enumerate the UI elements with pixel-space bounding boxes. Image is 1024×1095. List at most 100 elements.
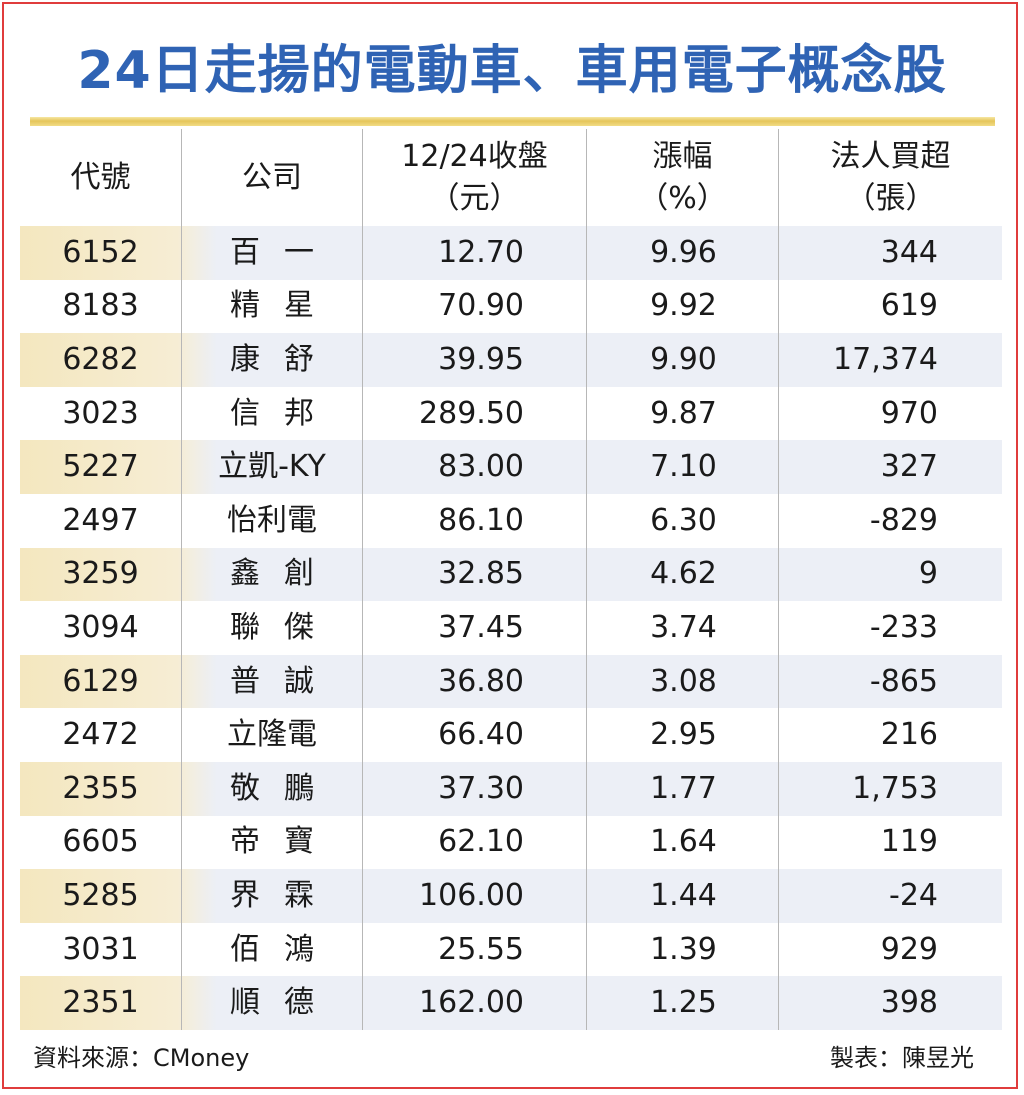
cell-company: 普誠: [182, 654, 363, 709]
cell-close: 70.90: [363, 279, 587, 334]
cell-company: 精星: [182, 279, 363, 334]
cell-close: 36.80: [363, 654, 587, 709]
source-note: 資料來源：CMoney: [33, 1044, 250, 1072]
cell-code: 3259: [20, 547, 182, 602]
cell-change: 7.10: [587, 440, 779, 494]
cell-close: 32.85: [363, 547, 587, 602]
header-close-label: 12/24收盤: [401, 138, 548, 174]
cell-close: 25.55: [363, 922, 587, 977]
cell-company: 鑫創: [182, 547, 363, 602]
header-code: 代號: [20, 129, 182, 226]
cell-code: 5285: [20, 869, 182, 923]
cell-change: 1.39: [587, 922, 779, 977]
table-row: 5227 立凱-KY 83.00 7.10 327: [20, 440, 1002, 494]
cell-close: 289.50: [363, 386, 587, 441]
cell-change: 9.87: [587, 386, 779, 441]
cell-change: 9.96: [587, 226, 779, 280]
cell-change: 9.90: [587, 333, 779, 387]
cell-institutional: 619: [880, 288, 938, 324]
cell-close: 86.10: [363, 493, 587, 548]
cell-close: 37.30: [363, 761, 587, 816]
cell-institutional: -865: [869, 663, 938, 699]
cell-institutional: 216: [880, 717, 938, 753]
cell-institutional: 970: [880, 395, 938, 431]
stock-table: 代號 公司 12/24收盤 （元） 漲幅 （%） 法人買超 （張） 6152 百一…: [20, 129, 1002, 1030]
cell-change: 3.74: [587, 601, 779, 655]
table-row: 2355 敬鵬 37.30 1.77 1,753: [20, 761, 1002, 816]
cell-change: 9.92: [587, 279, 779, 334]
cell-close: 83.00: [363, 440, 587, 494]
header-close: 12/24收盤 （元）: [363, 129, 587, 226]
table-row: 8183 精星 70.90 9.92 619: [20, 279, 1002, 334]
cell-code: 6282: [20, 333, 182, 387]
cell-code: 2497: [20, 493, 182, 548]
cell-institutional: 327: [880, 449, 938, 485]
table-header-row: 代號 公司 12/24收盤 （元） 漲幅 （%） 法人買超 （張）: [20, 129, 1002, 226]
table-row: 3259 鑫創 32.85 4.62 9: [20, 547, 1002, 602]
header-change: 漲幅 （%）: [587, 129, 779, 226]
title-divider: [30, 117, 995, 126]
cell-code: 8183: [20, 279, 182, 334]
cell-institutional: 119: [880, 824, 938, 860]
cell-code: 3023: [20, 386, 182, 441]
cell-company: 順德: [182, 976, 363, 1030]
cell-institutional: -233: [869, 609, 938, 645]
table-row: 3094 聯傑 37.45 3.74 -233: [20, 601, 1002, 655]
cell-change: 1.25: [587, 976, 779, 1030]
cell-close: 12.70: [363, 226, 587, 280]
header-change-label: 漲幅: [652, 138, 713, 174]
cell-company: 聯傑: [182, 601, 363, 655]
cell-institutional: -24: [889, 877, 938, 913]
cell-code: 2472: [20, 708, 182, 762]
table-body: 6152 百一 12.70 9.96 344 8183 精星 70.90 9.92 619 6282…: [20, 226, 1002, 1030]
header-company-label: 公司: [242, 159, 302, 195]
author-note: 製表：陳昱光: [830, 1044, 974, 1072]
cell-close: 62.10: [363, 815, 587, 870]
cell-change: 1.64: [587, 815, 779, 870]
cell-company: 百一: [182, 226, 363, 280]
cell-institutional: 929: [880, 931, 938, 967]
cell-code: 6129: [20, 654, 182, 709]
cell-company: 信邦: [182, 386, 363, 441]
table-row: 6129 普誠 36.80 3.08 -865: [20, 654, 1002, 709]
cell-change: 1.44: [587, 869, 779, 923]
header-close-unit: （元）: [429, 180, 520, 216]
header-change-unit: （%）: [638, 180, 727, 216]
cell-change: 6.30: [587, 493, 779, 548]
cell-code: 3094: [20, 601, 182, 655]
table-row: 2472 立隆電 66.40 2.95 216: [20, 708, 1002, 762]
cell-code: 3031: [20, 922, 182, 977]
cell-institutional: 17,374: [833, 341, 938, 377]
header-institutional-unit: （張）: [845, 180, 936, 216]
cell-close: 106.00: [363, 869, 587, 923]
cell-institutional: 9: [918, 556, 938, 592]
cell-code: 2355: [20, 761, 182, 816]
cell-company: 立隆電: [182, 708, 363, 762]
cell-close: 66.40: [363, 708, 587, 762]
cell-change: 1.77: [587, 761, 779, 816]
cell-company: 康舒: [182, 333, 363, 387]
header-institutional: 法人買超 （張）: [779, 129, 1002, 226]
cell-institutional: -829: [869, 502, 938, 538]
cell-company: 界霖: [182, 869, 363, 923]
cell-code: 6152: [20, 226, 182, 280]
header-company: 公司: [182, 129, 363, 226]
table-row: 2497 怡利電 86.10 6.30 -829: [20, 493, 1002, 548]
header-code-label: 代號: [70, 159, 131, 195]
cell-code: 5227: [20, 440, 182, 494]
cell-institutional: 398: [880, 985, 938, 1021]
cell-company: 怡利電: [182, 493, 363, 548]
cell-close: 37.45: [363, 601, 587, 655]
cell-company: 立凱-KY: [182, 440, 363, 494]
header-institutional-label: 法人買超: [830, 138, 951, 174]
cell-company: 佰鴻: [182, 922, 363, 977]
cell-change: 3.08: [587, 654, 779, 709]
cell-close: 39.95: [363, 333, 587, 387]
table-row: 2351 順德 162.00 1.25 398: [20, 976, 1002, 1030]
table-row: 3023 信邦 289.50 9.87 970: [20, 386, 1002, 441]
cell-code: 2351: [20, 976, 182, 1030]
cell-change: 2.95: [587, 708, 779, 762]
cell-change: 4.62: [587, 547, 779, 602]
table-row: 3031 佰鴻 25.55 1.39 929: [20, 922, 1002, 977]
